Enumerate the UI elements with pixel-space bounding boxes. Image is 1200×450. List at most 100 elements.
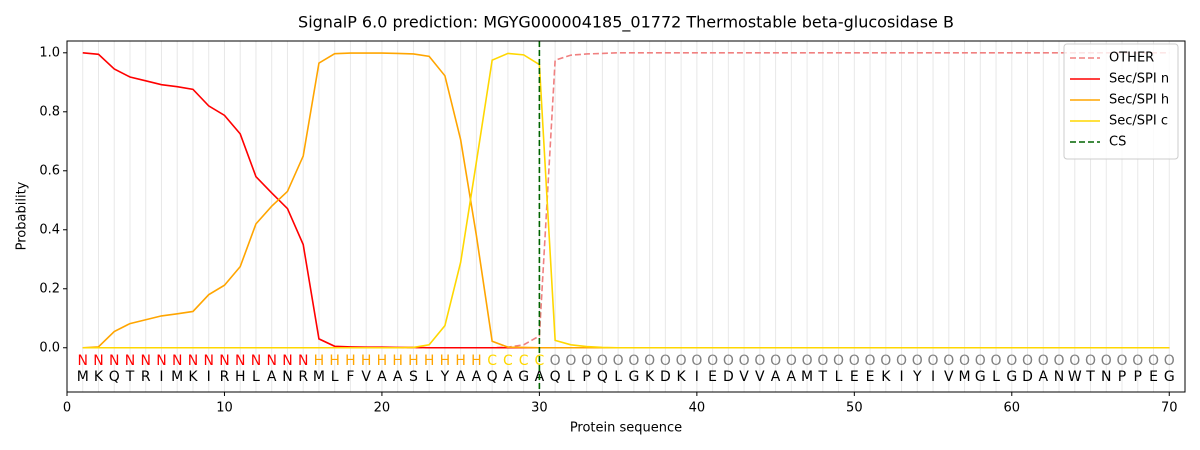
region-label: H [440,353,451,369]
region-label: H [455,353,466,369]
region-label: H [361,353,372,369]
residue-label: V [944,369,954,385]
residue-label: Q [487,369,498,385]
region-label: O [691,353,702,369]
legend-label: Sec/SPI c [1109,114,1168,129]
x-tick-label: 50 [846,401,863,416]
residue-label: W [1068,369,1082,385]
y-tick-label: 0.6 [39,163,60,178]
residue-label: A [503,369,513,385]
residue-label: Q [109,369,120,385]
y-tick-label: 0.2 [39,281,60,296]
region-label: O [991,353,1002,369]
residue-label: G [628,369,639,385]
region-label: O [865,353,876,369]
residue-label: A [267,369,277,385]
residue-label: A [1038,369,1048,385]
region-label: N [235,353,245,369]
region-label: O [723,353,734,369]
legend-box [1063,43,1179,160]
residue-label: R [220,369,230,385]
residue-label: E [708,369,717,385]
residue-label: G [518,369,529,385]
region-label: O [943,353,954,369]
x-tick-label: 40 [689,401,706,416]
region-label: N [109,353,119,369]
residue-label: P [1134,369,1142,385]
region-label: O [581,353,592,369]
residue-label: I [207,369,211,385]
region-label: O [644,353,655,369]
residue-label: G [1006,369,1017,385]
residue-label: L [252,369,260,385]
residue-label: L [835,369,843,385]
residue-label: M [77,369,89,385]
residue-label: R [141,369,151,385]
region-label: N [266,353,276,369]
region-label: O [802,353,813,369]
residue-label: V [361,369,371,385]
region-label: C [519,353,529,369]
legend: OTHER Sec/SPI n Sec/SPI h Sec/SPI c CS [1063,43,1179,160]
residue-label: E [866,369,875,385]
x-axis-label: Protein sequence [570,421,682,436]
residue-label: Y [440,369,450,385]
region-label: O [597,353,608,369]
x-tick-label: 30 [531,401,548,416]
region-label: N [203,353,213,369]
residue-label: A [771,369,781,385]
region-label: H [314,353,325,369]
region-label: N [282,353,292,369]
chart-title: SignalP 6.0 prediction: MGYG000004185_01… [298,13,954,33]
region-label: O [928,353,939,369]
region-label: H [408,353,419,369]
x-tick-label: 70 [1161,401,1178,416]
region-label: N [251,353,261,369]
residue-label: T [1085,369,1095,385]
region-label: O [1101,353,1112,369]
region-label: O [565,353,576,369]
residue-label: N [282,369,292,385]
residue-label: V [755,369,765,385]
plot-frame [66,40,1186,393]
x-tick-label: 0 [63,401,71,416]
region-label: H [329,353,340,369]
region-label: N [298,353,308,369]
residue-label: D [660,369,671,385]
region-label: O [1132,353,1143,369]
region-label: O [786,353,797,369]
region-label: N [172,353,182,369]
residue-label: V [739,369,749,385]
residue-label: P [1118,369,1126,385]
region-label: O [1085,353,1096,369]
region-label: O [817,353,828,369]
y-tick-label: 0.0 [39,340,60,355]
residue-label: Y [912,369,922,385]
region-label: O [754,353,765,369]
region-label: O [676,353,687,369]
region-label: O [1116,353,1127,369]
residue-label: M [171,369,183,385]
region-label: C [487,353,497,369]
residue-label: L [614,369,622,385]
region-label: O [833,353,844,369]
residue-label: A [393,369,403,385]
region-label: O [1054,353,1065,369]
region-label: O [739,353,750,369]
residue-label: I [695,369,699,385]
residue-label: D [723,369,734,385]
region-label: O [1148,353,1159,369]
region-label: H [377,353,388,369]
residue-label: K [94,369,104,385]
region-label: O [1038,353,1049,369]
residue-label: E [850,369,859,385]
y-tick-label: 0.8 [39,104,60,119]
residue-label: K [645,369,655,385]
residue-label: I [899,369,903,385]
residue-label: E [1149,369,1158,385]
residue-label: G [975,369,986,385]
region-label: N [140,353,150,369]
residue-label: L [331,369,339,385]
region-label: O [1006,353,1017,369]
residue-label: A [377,369,387,385]
